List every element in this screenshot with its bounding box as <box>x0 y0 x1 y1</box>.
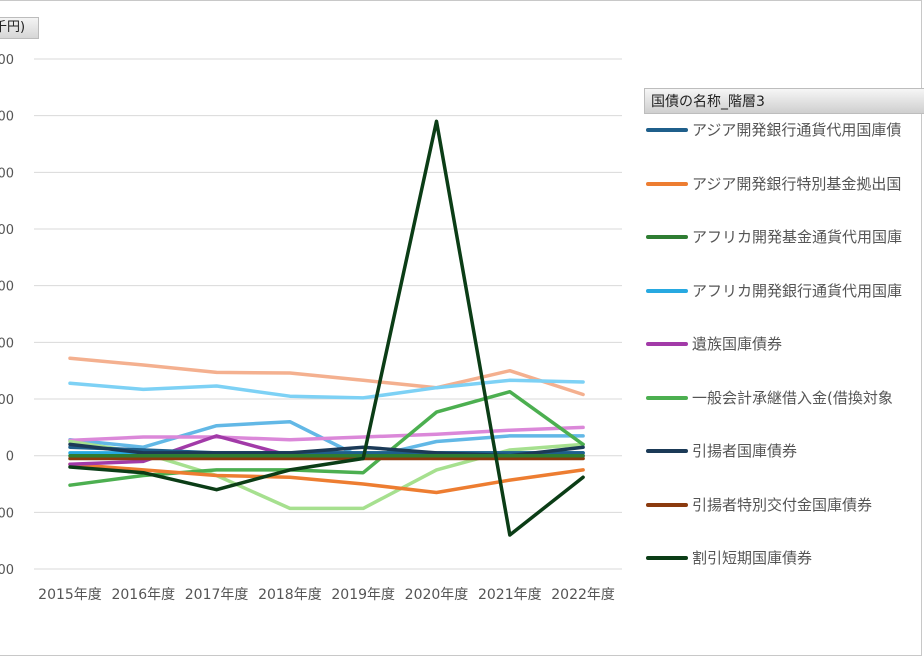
legend-swatch <box>646 502 688 507</box>
y-tick-label: 000 <box>0 53 14 68</box>
legend-item[interactable]: アフリカ開発基金通貨代用国庫 <box>646 225 924 249</box>
legend-item[interactable]: 割引短期国庫債券 <box>646 546 924 570</box>
legend-label: 引揚者国庫債券 <box>692 442 798 460</box>
legend-item[interactable]: 引揚者国庫債券 <box>646 439 924 463</box>
legend-label: 割引短期国庫債券 <box>692 549 813 567</box>
y-tick-label: 000 <box>0 223 14 238</box>
legend-label: 一般会計承継借入金(借換対象 <box>692 388 893 407</box>
legend-swatch <box>646 128 688 132</box>
legend-swatch <box>646 449 688 453</box>
legend-label: 遺族国庫債券 <box>692 335 783 353</box>
gridlines <box>34 58 622 570</box>
legend-swatch <box>646 235 688 239</box>
legend-label: アフリカ開発銀行通貨代用国庫 <box>692 281 903 300</box>
legend: 国債の名称_階層3 アジア開発銀行通貨代用国庫債 アジア開発銀行特別基金拠出国 アフ… <box>640 88 924 568</box>
legend-swatch <box>646 556 688 560</box>
legend-item[interactable]: アジア開発銀行特別基金拠出国 <box>646 172 924 196</box>
y-tick-label: 000 <box>0 166 14 181</box>
x-tick-label: 2016年度 <box>111 587 175 603</box>
legend-item[interactable]: 一般会計承継借入金(借換対象 <box>646 386 924 410</box>
series-line <box>68 462 585 495</box>
x-axis-ticks: 2015年度 2016年度 2017年度 2018年度 2019年度 2020年度 2021… <box>38 587 615 603</box>
x-tick-label: 2021年度 <box>478 587 542 603</box>
legend-item[interactable]: アジア開発銀行通貨代用国庫債 <box>646 118 924 142</box>
x-tick-label: 2022年度 <box>551 587 615 603</box>
legend-item[interactable]: 遺族国庫債券 <box>646 332 924 356</box>
legend-swatch <box>646 395 688 400</box>
y-tick-label: 000 <box>0 563 14 578</box>
y-tick-label: 000 <box>0 393 14 408</box>
y-tick-label: 000 <box>0 110 14 125</box>
y-tick-label: 000 <box>0 280 14 295</box>
y-tick-label: 0 <box>6 450 14 465</box>
line-chart: 0000000000000000000000000000 2015年度2016年… <box>0 53 622 603</box>
series-line <box>68 356 585 397</box>
legend-label: 引揚者特別交付金国庫債券 <box>692 495 873 514</box>
series-line <box>68 425 585 443</box>
legend-item[interactable]: アフリカ開発銀行通貨代用国庫 <box>646 279 924 303</box>
legend-swatch <box>646 181 688 186</box>
legend-swatch <box>646 342 688 346</box>
legend-label: アジア開発銀行特別基金拠出国 <box>692 174 902 193</box>
series-line <box>68 119 585 537</box>
y-tick-label: 000 <box>0 336 14 351</box>
y-tick-label: 000 <box>0 506 14 521</box>
x-tick-label: 2018年度 <box>258 587 322 603</box>
legend-label: アフリカ開発基金通貨代用国庫 <box>692 228 903 246</box>
series-lines <box>68 119 585 537</box>
legend-item[interactable]: 引揚者特別交付金国庫債券 <box>646 493 924 517</box>
x-tick-label: 2017年度 <box>185 587 249 603</box>
legend-label: アジア開発銀行通貨代用国庫債 <box>692 121 902 139</box>
y-axis-ticks: 0000000000000000000000000000 <box>0 53 14 578</box>
x-tick-label: 2015年度 <box>38 587 102 603</box>
x-tick-label: 2019年度 <box>331 587 395 603</box>
unit-label: 千円) <box>0 17 39 39</box>
series-line <box>68 445 585 455</box>
x-tick-label: 2020年度 <box>405 587 469 603</box>
legend-swatch <box>646 288 688 293</box>
legend-title: 国債の名称_階層3 <box>644 88 924 114</box>
series-line <box>68 378 585 400</box>
